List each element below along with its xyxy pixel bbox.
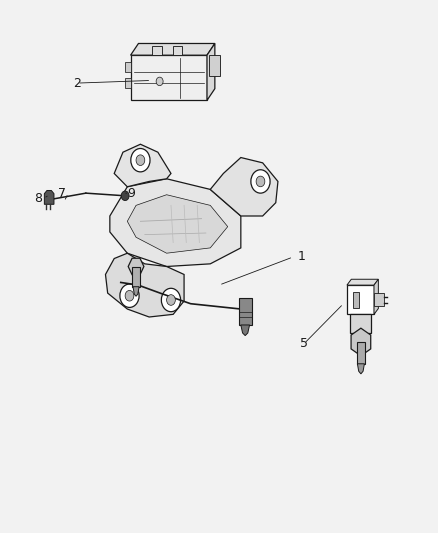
Text: 5: 5 — [300, 337, 308, 350]
Text: 9: 9 — [128, 187, 136, 200]
Polygon shape — [127, 195, 228, 253]
Bar — [125, 78, 131, 88]
Polygon shape — [347, 279, 378, 285]
Polygon shape — [357, 364, 364, 374]
Bar — [357, 342, 365, 364]
Polygon shape — [210, 158, 278, 216]
Text: 1: 1 — [298, 251, 306, 263]
Polygon shape — [131, 44, 215, 55]
Circle shape — [125, 290, 134, 301]
Text: 8: 8 — [34, 192, 42, 205]
Circle shape — [136, 155, 145, 165]
Bar — [131, 55, 207, 100]
Bar — [173, 46, 182, 55]
Text: 2: 2 — [73, 77, 81, 90]
Circle shape — [256, 176, 265, 187]
Circle shape — [251, 169, 270, 193]
Polygon shape — [44, 190, 54, 204]
Bar — [239, 298, 252, 325]
Polygon shape — [133, 287, 139, 296]
Polygon shape — [128, 258, 144, 275]
Bar — [353, 292, 359, 308]
Polygon shape — [207, 44, 215, 100]
Circle shape — [120, 284, 139, 308]
Bar — [350, 314, 371, 333]
Polygon shape — [110, 179, 241, 266]
Bar — [374, 293, 384, 306]
Polygon shape — [106, 253, 184, 317]
Polygon shape — [374, 279, 378, 314]
Bar — [347, 285, 374, 314]
Bar — [209, 55, 219, 76]
Circle shape — [156, 77, 163, 86]
Bar — [152, 46, 162, 55]
Polygon shape — [114, 144, 171, 187]
Bar — [132, 266, 140, 287]
Text: 7: 7 — [58, 187, 66, 200]
Polygon shape — [351, 328, 371, 356]
Bar — [125, 62, 131, 72]
Polygon shape — [241, 325, 250, 336]
Circle shape — [166, 295, 175, 305]
Circle shape — [161, 288, 180, 312]
Circle shape — [121, 191, 129, 200]
Circle shape — [131, 149, 150, 172]
